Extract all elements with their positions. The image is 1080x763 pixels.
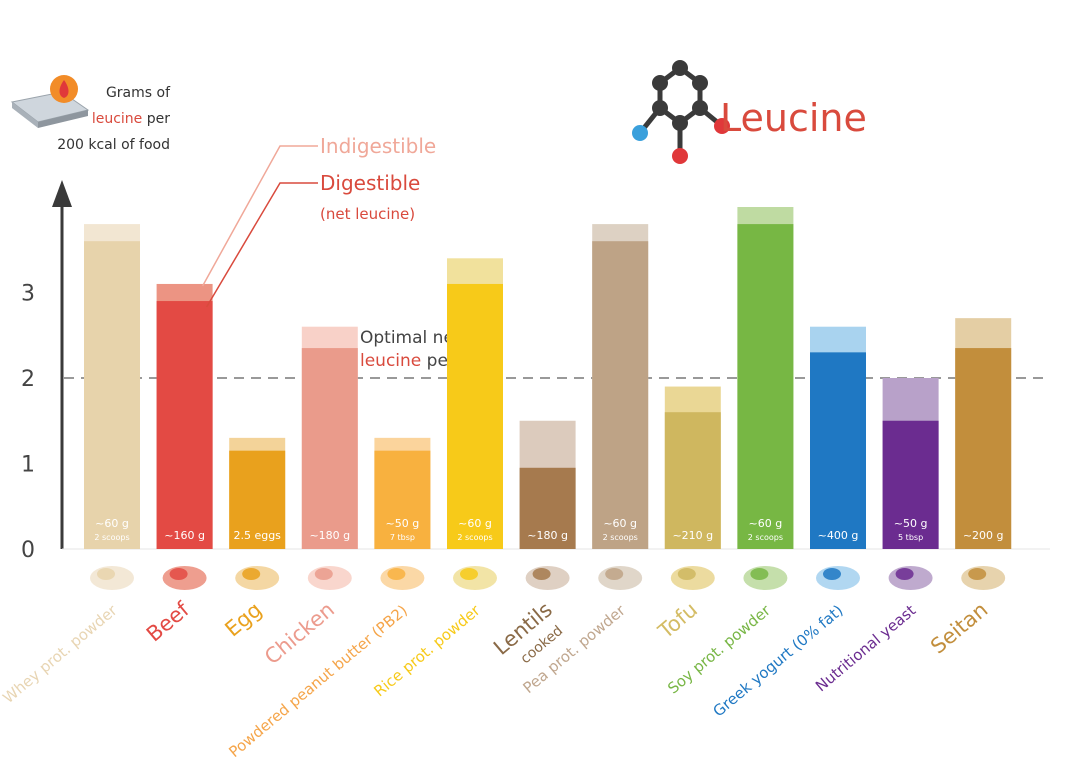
bar-digestible xyxy=(519,467,576,549)
y-axis-title-highlight: leucine xyxy=(91,111,143,127)
category-label: Egg xyxy=(220,597,266,641)
molecule-atom xyxy=(692,100,708,116)
food-icon-detail xyxy=(242,568,261,580)
bar-amount-label: ~210 g xyxy=(672,529,713,542)
y-axis-title: Grams of leucine per 200 kcal of food xyxy=(40,80,170,158)
bar-amount-label: ~50 g xyxy=(386,517,420,530)
bar-amount-label: ~60 g xyxy=(749,517,783,530)
flame-icon xyxy=(59,80,69,98)
molecule-atom xyxy=(672,115,688,131)
food-icon-detail xyxy=(677,568,696,580)
bar-amount-label: ~200 g xyxy=(963,529,1004,542)
bar-amount-sublabel: 7 tbsp xyxy=(390,533,415,542)
food-icon-detail xyxy=(605,568,624,580)
food-icon-detail xyxy=(460,568,478,580)
bar-digestible xyxy=(447,283,503,549)
bar-digestible xyxy=(156,301,213,549)
y-tick-label: 0 xyxy=(21,538,35,563)
bar-amount-label: ~160 g xyxy=(164,529,205,542)
bar-digestible xyxy=(810,352,866,549)
category-label: Beef xyxy=(142,597,194,646)
bar-digestible xyxy=(592,241,649,549)
bar-group: 2.5 eggs Egg xyxy=(220,437,286,642)
food-icon-detail xyxy=(968,568,987,580)
bar-group: ~210 g Tofu xyxy=(653,386,721,644)
molecule-icon xyxy=(632,60,730,164)
scale-side xyxy=(38,110,88,128)
molecule-atom xyxy=(652,100,668,116)
bar-digestible xyxy=(229,450,286,549)
bar-group: ~200 g Seitan xyxy=(926,318,1012,659)
reference-label-line1: Optimal net xyxy=(360,328,461,348)
molecule-atom xyxy=(652,75,668,91)
category-label: Seitan xyxy=(926,597,992,658)
molecule-atom xyxy=(672,148,688,164)
bar-amount-sublabel: 5 tbsp xyxy=(898,533,923,542)
bar-amount-label: ~60 g xyxy=(603,517,637,530)
molecule-atom xyxy=(672,60,688,76)
category-label: Chicken xyxy=(260,597,339,669)
food-icon-detail xyxy=(314,568,333,580)
bar-amount-label: ~180 g xyxy=(309,529,350,542)
calorie-scale-icon xyxy=(10,75,90,128)
legend-digestible-sub: (net leucine) xyxy=(320,205,415,223)
food-icon-detail xyxy=(97,568,115,580)
category-label: Whey prot. powder xyxy=(0,601,121,707)
bar-amount-sublabel: 2 scoops xyxy=(748,533,783,542)
bar-digestible xyxy=(374,450,431,549)
bar-digestible xyxy=(955,348,1012,549)
category-label: Greek yogurt (0% fat) xyxy=(709,601,846,720)
bar-amount-label: ~400 g xyxy=(818,529,859,542)
bar-amount-label: ~60 g xyxy=(95,517,129,530)
scale-side xyxy=(12,102,38,128)
food-icon-detail xyxy=(169,568,188,580)
food-icon-detail xyxy=(387,568,406,580)
y-axis-arrow xyxy=(52,180,72,207)
molecule-atom xyxy=(714,118,730,134)
bar-amount-sublabel: 2 scoops xyxy=(457,533,492,542)
bar-digestible xyxy=(84,241,140,549)
chart-title: Leucine xyxy=(720,96,867,140)
bar-group: ~160 g Beef xyxy=(142,283,213,646)
legend-indigestible: Indigestible xyxy=(320,134,436,158)
y-tick-label: 1 xyxy=(21,453,35,478)
category-label: Tofu xyxy=(653,597,702,644)
bar-amount-sublabel: 2 scoops xyxy=(94,533,129,542)
bar-amount-label: ~50 g xyxy=(894,517,928,530)
bar-amount-label: ~180 g xyxy=(527,529,568,542)
bar-amount-sublabel: 2 scoops xyxy=(603,533,638,542)
bar-digestible xyxy=(737,224,794,549)
y-axis-title-line1: Grams of xyxy=(105,85,170,101)
food-icon-detail xyxy=(750,568,769,580)
food-icon-detail xyxy=(532,568,551,580)
y-tick-label: 3 xyxy=(21,282,35,307)
legend-leader-indigestible xyxy=(201,145,318,287)
bar-digestible xyxy=(664,412,721,549)
legend-leader-digestible xyxy=(205,182,318,308)
y-tick-label: 2 xyxy=(21,367,35,392)
food-icon-detail xyxy=(895,568,914,580)
molecule-atom xyxy=(692,75,708,91)
food-icon-detail xyxy=(823,568,841,580)
bar-digestible xyxy=(301,348,358,549)
bar-amount-label: ~60 g xyxy=(458,517,492,530)
legend-digestible: Digestible xyxy=(320,171,420,195)
bar-amount-label: 2.5 eggs xyxy=(233,529,281,542)
y-axis-title-line2: per xyxy=(142,111,170,127)
bar-digestible xyxy=(882,420,939,549)
y-axis-title-line3: 200 kcal of food xyxy=(57,137,170,153)
molecule-atom xyxy=(632,125,648,141)
